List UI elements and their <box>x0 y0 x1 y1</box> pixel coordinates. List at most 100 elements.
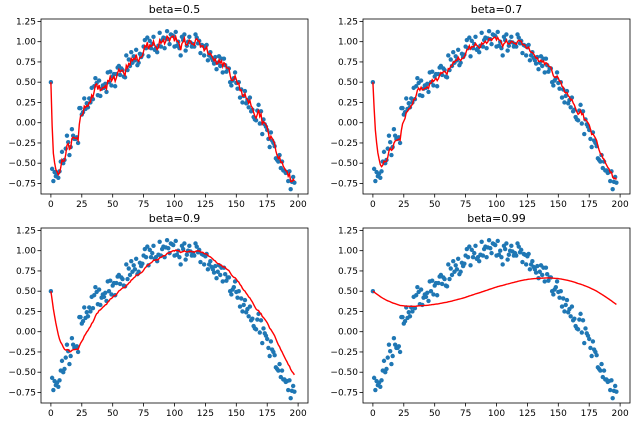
scatter-point <box>544 271 550 277</box>
scatter-point <box>554 70 560 75</box>
scatter-point <box>218 272 223 278</box>
scatter-point <box>112 84 118 89</box>
scatter-point <box>56 384 61 389</box>
scatter-point <box>378 175 383 180</box>
scatter-point <box>371 375 377 381</box>
scatter-point <box>96 287 102 292</box>
ewma-line <box>50 33 295 183</box>
scatter-point <box>582 340 587 346</box>
scatter-point <box>157 239 162 244</box>
scatter-point <box>379 378 384 383</box>
scatter-point <box>564 88 570 94</box>
y-tick-label: 0.50 <box>16 287 36 297</box>
scatter-point <box>615 0 619 2</box>
scatter-point <box>426 298 431 304</box>
scatter-point <box>295 0 299 2</box>
scatter-point <box>57 378 62 383</box>
scatter-point <box>504 241 509 246</box>
scatter-point <box>154 50 160 55</box>
y-tick-label: 0.00 <box>16 328 36 338</box>
scatter-point <box>386 342 392 347</box>
scatter-point <box>506 252 512 257</box>
y-tick-label: 1.00 <box>16 247 36 257</box>
scatter-point <box>67 152 72 158</box>
scatter-point <box>458 269 463 274</box>
scatter-point <box>516 35 521 40</box>
x-tick-label: 50 <box>107 409 119 419</box>
scatter-point <box>371 166 377 172</box>
scatter-point <box>232 70 238 75</box>
scatter-point <box>265 336 270 342</box>
scatter-point <box>267 353 272 359</box>
scatter-point <box>505 257 510 262</box>
scatter-point <box>504 32 509 37</box>
scatter-point <box>246 314 251 319</box>
scatter-point <box>580 318 586 323</box>
scatter-point <box>583 326 588 331</box>
scatter-point <box>140 261 145 266</box>
scatter-point <box>614 389 619 394</box>
scatter-point <box>184 252 190 257</box>
y-tick-label: 1.00 <box>338 247 358 257</box>
x-tick-label: 125 <box>519 200 536 210</box>
x-tick-label: 125 <box>197 409 214 419</box>
scatter-point <box>62 366 67 372</box>
scatter-point <box>615 0 619 2</box>
scatter-point <box>82 96 87 101</box>
y-tick-label: 0.75 <box>338 267 358 277</box>
scatter-point <box>389 152 394 158</box>
scatter-point <box>148 254 154 260</box>
scatter-point <box>64 133 70 138</box>
scatter-point <box>533 61 539 66</box>
scatter-point <box>205 58 211 63</box>
scatter-point <box>479 239 484 244</box>
subplot-3: beta=0.9 0 25 50 75 100 125 150 175 200 −0.75 −0.50… <box>8 212 309 419</box>
scatter-point <box>425 81 430 87</box>
scatter-point <box>98 302 103 308</box>
scatter-point <box>551 292 556 297</box>
scatter-point <box>389 361 394 367</box>
scatter-point <box>430 278 435 283</box>
scatter-point <box>397 140 403 146</box>
x-tick-label: 0 <box>370 200 376 210</box>
scatter-point <box>561 296 566 301</box>
scatter-point <box>108 69 113 74</box>
scatter-point <box>418 287 424 292</box>
scatter-point <box>253 118 259 123</box>
scatter-point <box>543 56 549 61</box>
subplot-title: beta=0.9 <box>149 212 201 225</box>
x-tick-label: 100 <box>488 409 505 419</box>
scatter-point <box>557 86 562 91</box>
scatter-point <box>288 395 293 401</box>
scatter-point <box>157 30 162 35</box>
scatter-point <box>208 50 213 55</box>
x-tick-label: 150 <box>550 200 567 210</box>
scatter-point <box>476 259 482 264</box>
scatter-point <box>495 238 500 244</box>
y-tick-label: 1.25 <box>16 226 36 236</box>
scatter-point <box>484 45 489 51</box>
scatter-point <box>78 105 83 111</box>
x-tick-label: 25 <box>398 200 409 210</box>
scatter-point <box>242 88 248 94</box>
y-tick-label: −0.75 <box>8 388 36 398</box>
scatter-point <box>536 67 541 72</box>
scatter-point <box>520 259 525 265</box>
scatter-point <box>397 349 403 355</box>
scatter-point <box>109 292 114 297</box>
scatter-point <box>493 242 498 248</box>
scatter-point <box>381 149 387 155</box>
y-tick-label: 0.00 <box>16 119 36 129</box>
scatter-point <box>136 60 141 65</box>
x-tick-label: 150 <box>228 409 245 419</box>
scatter-point <box>523 53 529 58</box>
scatter-point <box>495 29 500 35</box>
scatter-point <box>451 259 456 264</box>
scatter-point <box>551 83 556 88</box>
scatter-point <box>489 250 494 256</box>
scatter-point <box>614 180 619 185</box>
scatter-point <box>420 93 425 99</box>
scatter-point <box>519 247 524 253</box>
scatter-point <box>473 34 478 40</box>
scatter-point <box>49 375 55 381</box>
